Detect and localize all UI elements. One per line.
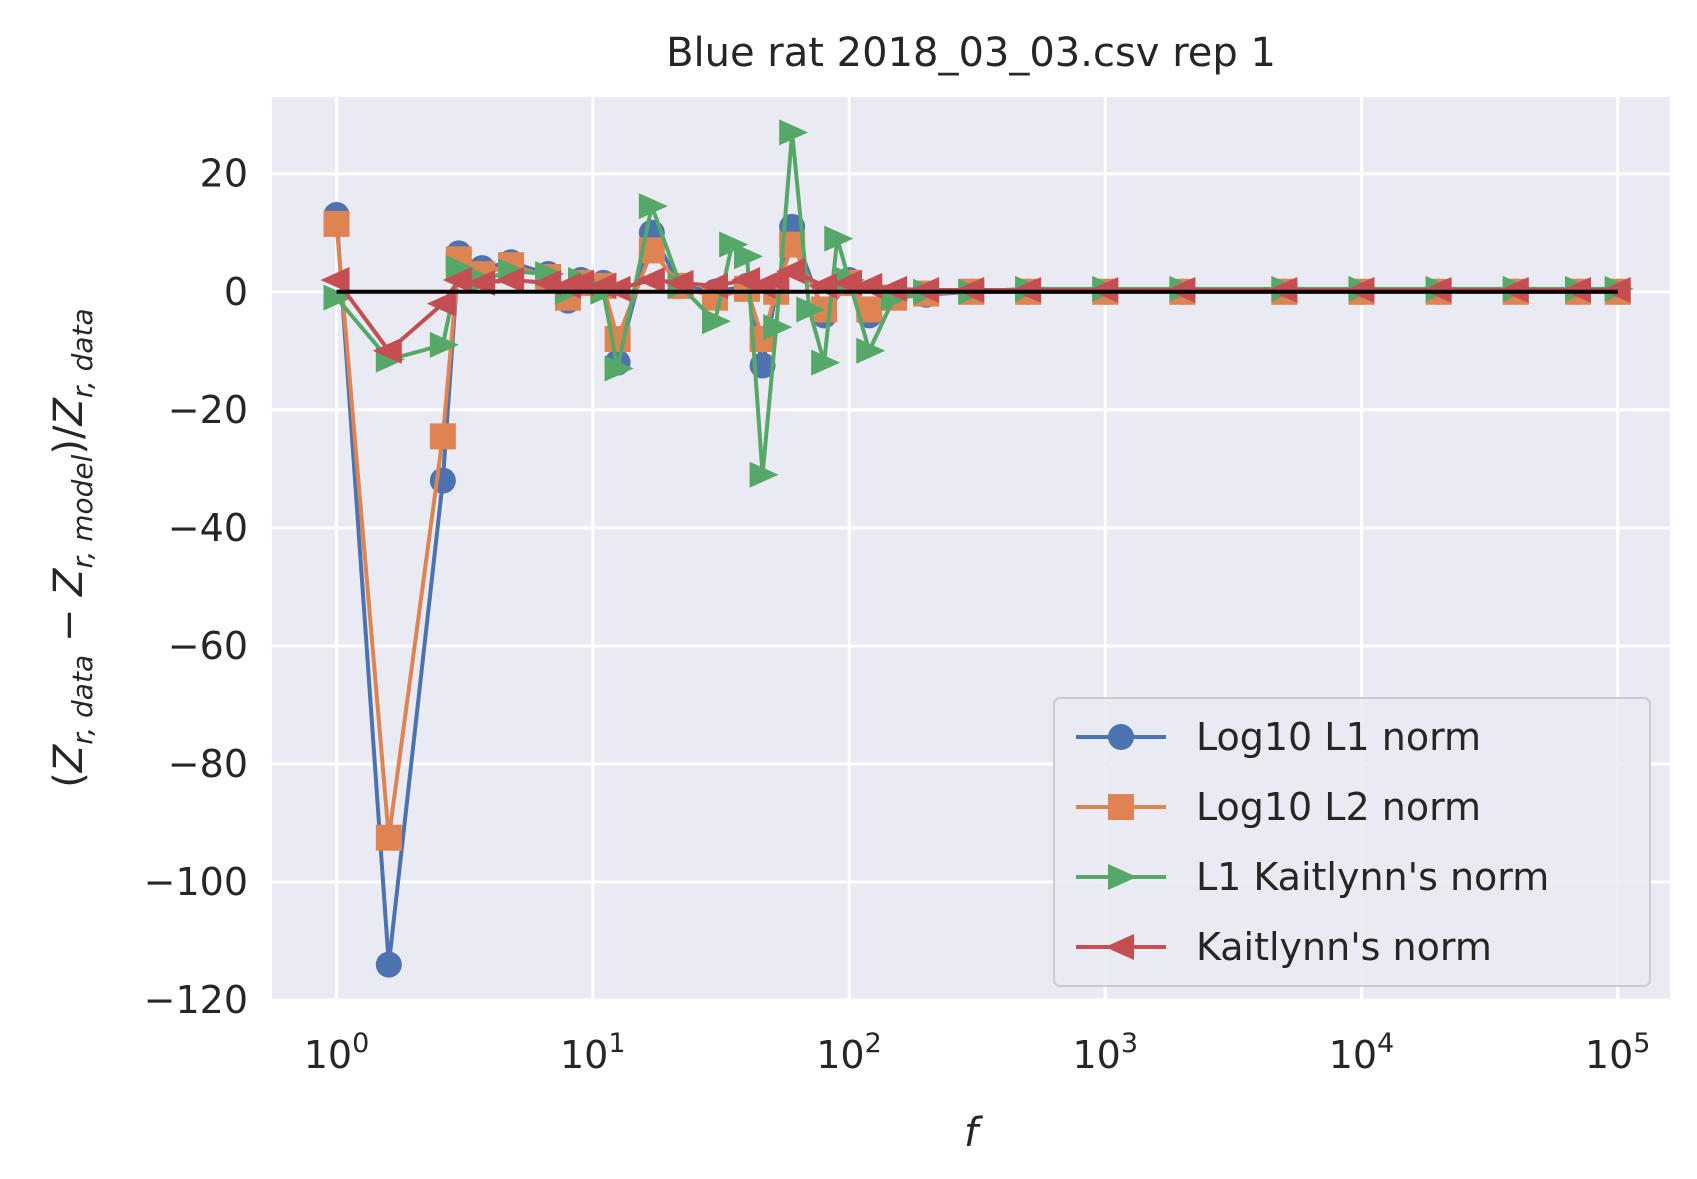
y-tick-label-6: −100: [144, 860, 248, 904]
data-point-3-17: [776, 258, 806, 285]
y-tick-label-2: −20: [168, 388, 248, 432]
data-point-2-23: [856, 337, 886, 364]
data-point-3-5: [495, 266, 525, 293]
data-point-3-19: [832, 269, 862, 296]
x-tick-label-0: 100: [304, 1028, 370, 1077]
data-point-2-10: [604, 355, 634, 382]
data-point-0-1: [375, 951, 402, 978]
legend-label-3: Kaitlynn's norm: [1196, 925, 1492, 969]
legend-marker-0: [1108, 724, 1134, 750]
data-point-3-0: [320, 266, 350, 293]
data-point-2-15: [734, 243, 764, 270]
data-point-2-17: [763, 314, 793, 341]
data-point-3-1: [372, 337, 402, 364]
y-tick-label-0: 20: [200, 152, 248, 196]
data-point-2-20: [811, 349, 841, 376]
data-point-3-11: [635, 266, 665, 293]
data-point-3-3: [442, 266, 472, 293]
data-point-2-3: [445, 255, 475, 282]
y-tick-label-5: −80: [168, 742, 248, 786]
data-point-1-2: [429, 423, 456, 450]
data-point-3-10: [601, 275, 631, 302]
data-point-1-1: [375, 824, 402, 851]
data-point-2-2: [429, 331, 459, 358]
x-tick-label-2: 102: [816, 1028, 882, 1077]
data-point-3-8: [565, 269, 595, 296]
x-tick-labels: 100 101 102 103 104 105: [304, 1028, 1651, 1077]
data-point-1-0: [323, 210, 350, 237]
y-tick-label-7: −120: [144, 978, 248, 1022]
legend-label-2: L1 Kaitlynn's norm: [1196, 855, 1549, 899]
y-tick-labels: 20 0 −20 −40 −60 −80 −100 −120: [144, 152, 248, 1022]
legend: Log10 L1 norm Log10 L2 norm L1 Kaitlynn's …: [1053, 697, 1651, 987]
x-tick-label-1: 101: [560, 1028, 626, 1077]
y-axis-label: (Zr, data − Zr, model)/Zr, data: [46, 308, 99, 787]
x-tick-label-3: 103: [1072, 1028, 1138, 1077]
legend-marker-2: [1108, 864, 1137, 890]
legend-marker-3: [1105, 934, 1134, 960]
y-tick-label-4: −60: [168, 624, 248, 668]
legend-label-0: Log10 L1 norm: [1196, 715, 1481, 759]
data-point-3-4: [466, 269, 496, 296]
data-point-2-18: [779, 119, 809, 146]
chart-title: Blue rat 2018_03_03.csv rep 1: [666, 30, 1276, 76]
x-tick-label-4: 104: [1329, 1028, 1395, 1077]
data-point-2-13: [702, 308, 732, 335]
y-tick-label-3: −40: [168, 506, 248, 550]
data-point-2-0: [323, 284, 353, 311]
legend-label-1: Log10 L2 norm: [1196, 785, 1481, 829]
data-point-3-6: [532, 269, 562, 296]
legend-marker-1: [1108, 794, 1134, 820]
data-point-2-19: [796, 296, 826, 323]
data-point-2-14: [719, 231, 749, 258]
legend-box: [1053, 697, 1651, 987]
data-point-2-16: [749, 461, 779, 488]
data-point-2-11: [638, 193, 668, 220]
data-point-3-2: [426, 290, 456, 317]
data-point-3-12: [664, 269, 694, 296]
data-point-3-21: [878, 275, 908, 302]
data-point-2-21: [824, 225, 854, 252]
y-tick-label-1: 0: [224, 270, 248, 314]
x-tick-label-5: 105: [1585, 1028, 1651, 1077]
